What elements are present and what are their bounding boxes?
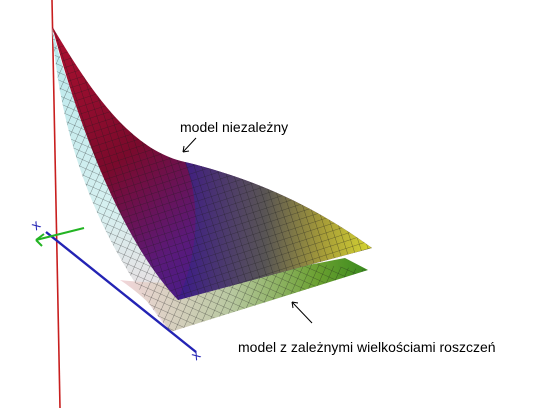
depth-axis bbox=[35, 227, 85, 241]
pointer-arrow-icon bbox=[291, 301, 299, 309]
axis-tick-mark: x bbox=[188, 346, 204, 363]
dependent-model-surface bbox=[52, 28, 368, 332]
dependent-label-pointer bbox=[291, 301, 313, 324]
horizontal-axis bbox=[45, 231, 197, 353]
independent-model-label: model niezależny bbox=[180, 119, 288, 135]
depth-axis-arrow-icon bbox=[35, 233, 45, 247]
axis-tick-mark: x bbox=[28, 216, 44, 233]
independent-label-pointer bbox=[182, 137, 197, 153]
dependent-model-label: model z zależnymi wielkościami roszczeń bbox=[238, 339, 496, 355]
independent-model-surface bbox=[52, 26, 372, 300]
vertical-axis bbox=[51, 0, 61, 408]
pointer-arrow-icon bbox=[182, 145, 190, 153]
